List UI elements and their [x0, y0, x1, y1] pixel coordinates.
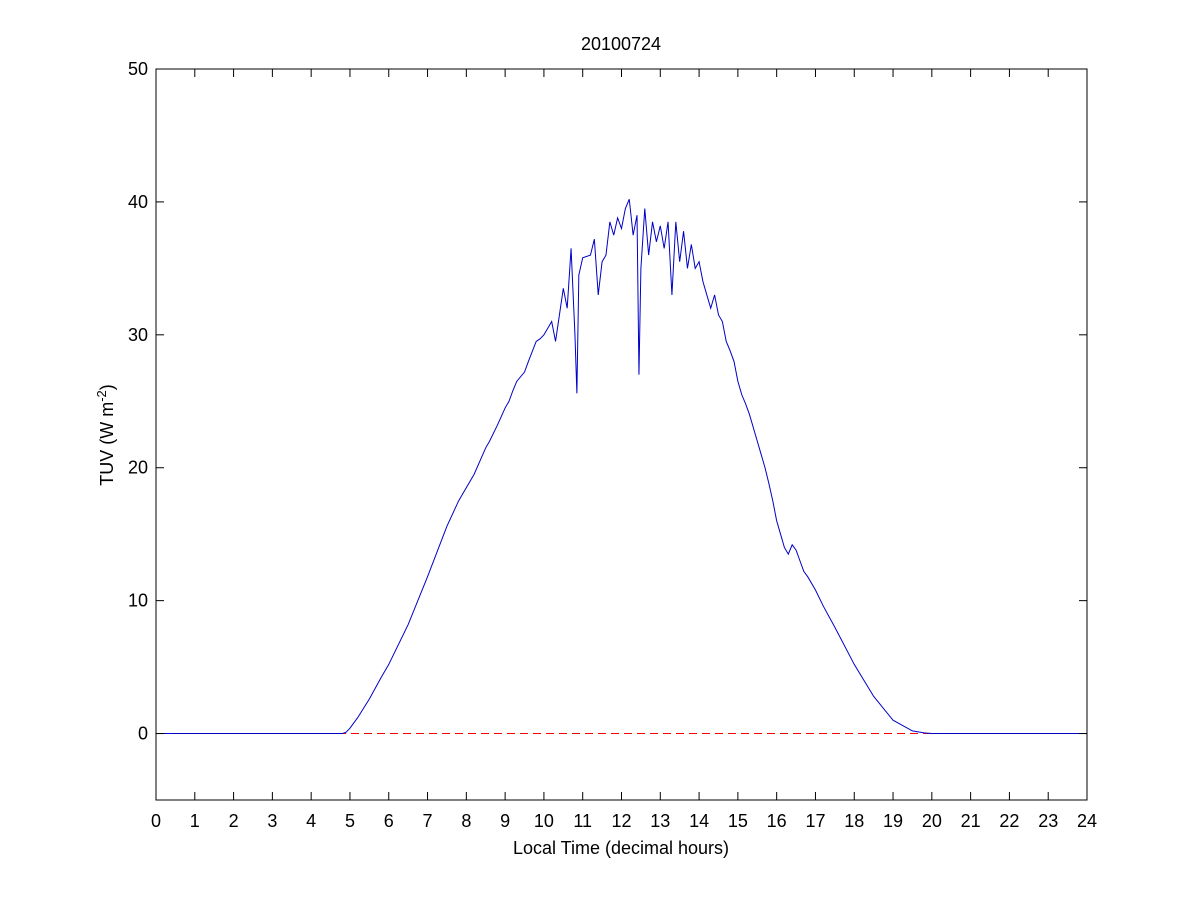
y-tick-label: 30 — [128, 325, 148, 345]
tuv-series-line — [156, 199, 1087, 735]
series-layer — [156, 199, 1087, 735]
x-tick-label: 9 — [500, 811, 510, 831]
x-tick-label: 24 — [1077, 811, 1097, 831]
x-tick-label: 2 — [229, 811, 239, 831]
x-tick-label: 13 — [650, 811, 670, 831]
ticks-layer: 0 1 2 3 4 5 6 7 8 9 10 11 12 13 14 15 16 17 18 19 20 21 22 23 24… — [128, 59, 1097, 831]
x-tick-label: 16 — [767, 811, 787, 831]
x-tick-label: 23 — [1038, 811, 1058, 831]
x-tick-label: 3 — [267, 811, 277, 831]
x-tick-label: 15 — [728, 811, 748, 831]
x-tick-label: 6 — [384, 811, 394, 831]
y-axis-label: TUV (W m-2) — [94, 384, 117, 486]
x-tick-label: 18 — [844, 811, 864, 831]
x-tick-label: 7 — [423, 811, 433, 831]
x-tick-label: 11 — [573, 811, 592, 831]
x-tick-label: 14 — [689, 811, 709, 831]
chart-title: 20100724 — [581, 34, 661, 54]
x-axis-label: Local Time (decimal hours) — [513, 838, 729, 858]
y-axis-label-close: ) — [97, 384, 117, 390]
axes-box — [155, 68, 1088, 801]
x-tick-label: 21 — [961, 811, 981, 831]
y-axis-label-main: TUV (W m — [97, 402, 117, 486]
x-tick-label: 20 — [922, 811, 942, 831]
x-tick-label: 19 — [883, 811, 903, 831]
x-tick-label: 10 — [534, 811, 554, 831]
x-tick-label: 22 — [999, 811, 1019, 831]
y-axis-label-superscript: -2 — [94, 390, 109, 402]
y-tick-label: 40 — [128, 192, 148, 212]
y-tick-label: 50 — [128, 59, 148, 79]
x-tick-label: 8 — [461, 811, 471, 831]
y-tick-label: 0 — [138, 724, 148, 744]
x-tick-label: 1 — [190, 811, 200, 831]
x-tick-label: 5 — [345, 811, 355, 831]
x-tick-label: 12 — [611, 811, 631, 831]
x-tick-label: 17 — [805, 811, 825, 831]
x-tick-label: 4 — [306, 811, 316, 831]
x-tick-label: 0 — [151, 811, 161, 831]
y-tick-label: 10 — [128, 591, 148, 611]
y-tick-label: 20 — [128, 458, 148, 478]
